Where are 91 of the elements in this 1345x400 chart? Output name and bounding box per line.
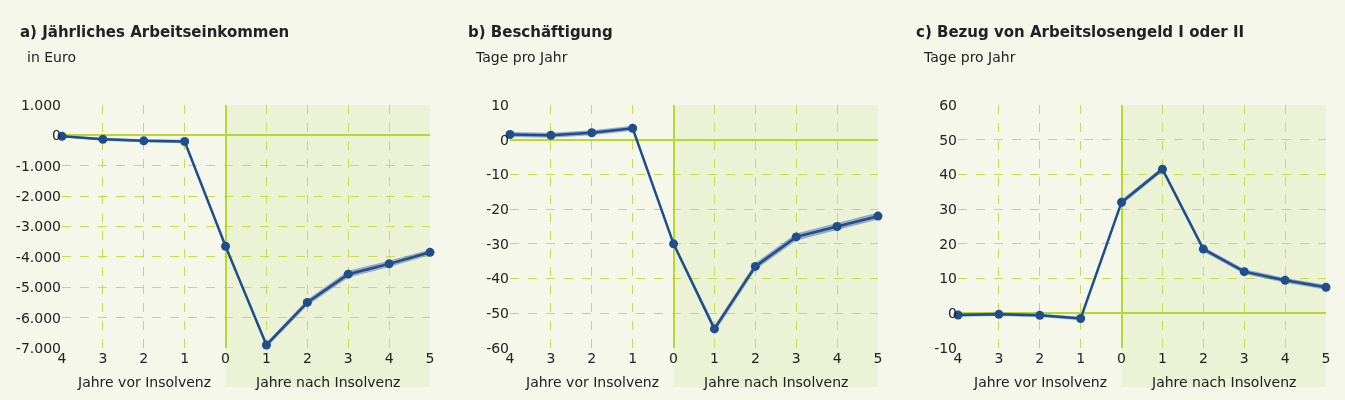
point [180, 136, 190, 146]
y-tick-label: -30 [486, 235, 509, 252]
point [98, 134, 108, 144]
text: Jahre nach Insolvenz [255, 374, 401, 390]
point [1321, 282, 1331, 292]
x-tick-label: 5 [873, 350, 883, 366]
x-tick-label: 4 [384, 350, 394, 366]
y-tick-label: 40 [939, 166, 957, 183]
y-tick-label: -5.000 [15, 279, 61, 296]
x-tick-label: 0 [669, 350, 679, 366]
y-tick-label: -60 [486, 339, 509, 356]
x-tick-label: 3 [546, 350, 556, 366]
point [1198, 244, 1208, 254]
text: Jahre vor Insolvenz [77, 374, 212, 390]
x-tick-label: 3 [994, 350, 1004, 366]
text: Jahre vor Insolvenz [973, 374, 1108, 390]
point [1035, 310, 1045, 320]
y-tick-label: -10 [486, 166, 509, 183]
point [1076, 313, 1086, 323]
point [873, 211, 883, 221]
x-tick-label: 3 [98, 350, 108, 366]
point [791, 232, 801, 242]
point [1157, 164, 1167, 174]
point [1280, 275, 1290, 285]
text: Jahre nach Insolvenz [703, 374, 849, 390]
y-tick-label: -2.000 [15, 188, 61, 205]
x-tick-label: 2 [750, 350, 760, 366]
y-axis-title: Tage pro Jahr [475, 49, 568, 65]
y-tick-label: -7.000 [15, 339, 61, 356]
y-tick-label: 10 [491, 96, 509, 113]
y-tick-label: -40 [486, 270, 509, 287]
x-tick-label: 0 [221, 350, 231, 366]
point [139, 136, 149, 146]
x-tick-label: 1 [628, 350, 638, 366]
x-tick-label: 1 [1157, 350, 1167, 366]
y-tick-label: -50 [486, 305, 509, 322]
y-tick-label: 0 [52, 127, 61, 144]
x-tick-label: 3 [1239, 350, 1249, 366]
y-tick-label: 20 [939, 235, 957, 252]
x-tick-label: 2 [587, 350, 597, 366]
point [302, 297, 312, 307]
x-tick-label: 5 [1321, 350, 1331, 366]
point [261, 340, 271, 350]
y-axis-title: Tage pro Jahr [923, 49, 1016, 65]
text: Jahre vor Insolvenz [525, 374, 660, 390]
x-tick-label: 2 [1035, 350, 1045, 366]
point [587, 128, 597, 138]
y-tick-label: 1.000 [20, 96, 61, 113]
y-tick-label: 0 [500, 131, 509, 148]
point [343, 269, 353, 279]
point [709, 324, 719, 334]
point [750, 261, 760, 271]
point [628, 123, 638, 133]
x-tick-label: 1 [180, 350, 190, 366]
x-tick-label: 2 [302, 350, 312, 366]
x-tick-label: 1 [1076, 350, 1086, 366]
y-tick-label: -4.000 [15, 248, 61, 265]
point [384, 259, 394, 269]
point [221, 241, 231, 251]
chart-title: a) Jährliches Arbeitseinkommen [20, 23, 290, 41]
point [832, 222, 842, 231]
point [994, 309, 1004, 319]
point [1239, 267, 1249, 277]
chart-title: b) Beschäftigung [468, 23, 613, 41]
x-tick-label: 3 [343, 350, 353, 366]
point [669, 239, 679, 249]
y-tick-label: 30 [939, 201, 957, 218]
x-tick-label: 4 [1280, 350, 1290, 366]
y-axis-title: in Euro [27, 49, 76, 65]
point [1117, 197, 1127, 207]
point [546, 130, 556, 140]
x-tick-label: 1 [261, 350, 271, 366]
point [425, 247, 435, 257]
x-tick-label: 3 [791, 350, 801, 366]
x-tick-label: 5 [425, 350, 435, 366]
x-tick-label: 0 [1117, 350, 1127, 366]
y-tick-label: -3.000 [15, 218, 61, 235]
y-tick-label: -1.000 [15, 157, 61, 174]
y-tick-label: 10 [939, 270, 957, 287]
y-tick-label: 50 [939, 131, 957, 148]
y-tick-label: 60 [939, 96, 957, 113]
y-tick-label: -20 [486, 201, 509, 218]
x-tick-label: 1 [709, 350, 719, 366]
x-tick-label: 2 [1198, 350, 1208, 366]
y-tick-label: -6.000 [15, 309, 61, 326]
y-tick-label: 0 [948, 305, 957, 322]
x-tick-label: 2 [139, 350, 149, 366]
text: Jahre nach Insolvenz [1151, 374, 1297, 390]
y-tick-label: -10 [934, 339, 957, 356]
x-tick-label: 4 [832, 350, 842, 366]
chart-title: c) Bezug von Arbeitslosengeld I oder II [916, 23, 1245, 41]
